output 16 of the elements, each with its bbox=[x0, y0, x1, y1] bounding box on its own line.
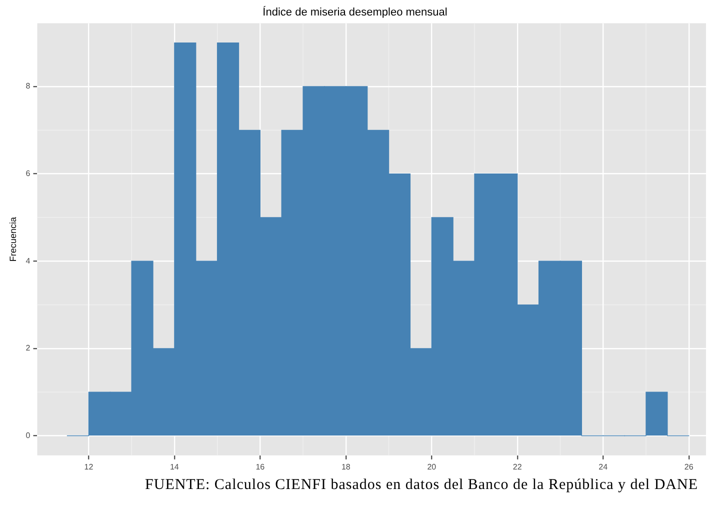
source-note: FUENTE: Calculos CIENFI basados en datos del Banco de la República y del DANE bbox=[144, 477, 699, 494]
y-tick-label: 6 bbox=[26, 169, 31, 178]
y-tick-label: 4 bbox=[26, 256, 31, 266]
x-tick-label: 18 bbox=[341, 462, 351, 472]
x-tick-label: 24 bbox=[598, 462, 608, 472]
y-tick-label: 8 bbox=[26, 82, 31, 91]
x-tick-label: 20 bbox=[427, 462, 437, 472]
y-tick-label: 2 bbox=[26, 344, 31, 353]
x-tick-label: 14 bbox=[170, 462, 180, 472]
x-tick-label: 22 bbox=[512, 462, 522, 472]
y-tick-label: 0 bbox=[26, 430, 31, 440]
x-tick-label: 12 bbox=[84, 462, 94, 472]
x-tick-label: 16 bbox=[256, 462, 266, 472]
chart-title: Índice de miseria desempleo mensual bbox=[262, 6, 448, 19]
x-tick-label: 26 bbox=[684, 462, 694, 472]
y-axis-title: Frecuencia bbox=[8, 217, 18, 262]
